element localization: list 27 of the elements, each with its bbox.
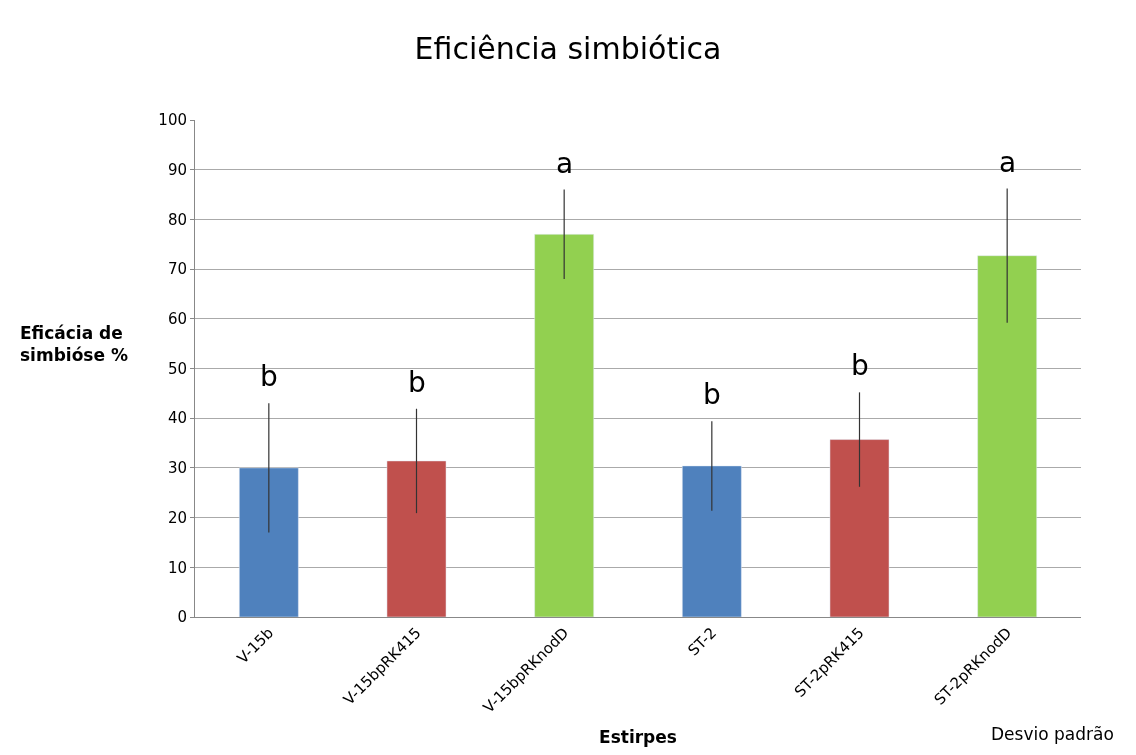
annotation: a — [999, 146, 1017, 179]
y-axis-title: Eficácia de simbióse % — [20, 323, 128, 366]
bar — [977, 255, 1037, 617]
y-tick-label: 30 — [167, 459, 187, 478]
bar — [534, 234, 594, 617]
chart-title: Eficiência simbiótica — [414, 30, 722, 66]
y-tick-label: 70 — [167, 260, 187, 279]
y-tick-label: 90 — [167, 160, 187, 179]
annotation: b — [851, 349, 869, 382]
bar — [386, 460, 447, 617]
text: Desvio padrão — [991, 724, 1114, 744]
annotation: b — [260, 360, 278, 393]
y-tick-label: 80 — [167, 210, 187, 229]
bar — [239, 467, 299, 617]
y-tick-label: 10 — [167, 558, 187, 577]
y-tick-label: 40 — [167, 409, 187, 428]
bar — [682, 465, 742, 617]
y-tick-label: 0 — [177, 608, 187, 627]
y-tick-label: 20 — [167, 508, 187, 527]
x-axis-title: Estirpes — [599, 726, 677, 747]
y-tick-label: 50 — [167, 359, 187, 378]
annotation: a — [556, 147, 574, 180]
bar — [829, 439, 890, 617]
y-tick-label: 100 — [158, 111, 187, 130]
annotation: b — [408, 366, 426, 399]
annotation: b — [703, 378, 721, 411]
y-tick-label: 60 — [167, 310, 187, 329]
